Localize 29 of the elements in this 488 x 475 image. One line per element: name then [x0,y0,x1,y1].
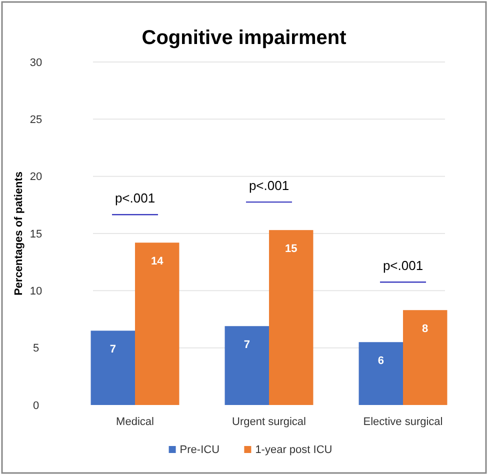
data-label: 14 [150,256,164,268]
data-label: 7 [244,339,250,352]
y-tick-label: 5 [32,342,40,355]
bar [135,242,180,405]
chart-title: Cognitive impairment [142,27,347,49]
annotation: p<.001 [382,258,424,274]
y-tick-label: 15 [30,228,42,240]
y-tick-label: 10 [30,286,42,298]
x-tick-label: Elective surgical [363,416,443,428]
y-tick-label: 20 [30,171,42,184]
y-axis-title: Percentages of patients [13,171,25,296]
x-tick-label: Medical [116,416,154,428]
bar [90,330,135,405]
bar [403,310,448,405]
legend-label: 1-year post ICU [255,444,332,456]
bar [224,326,269,405]
legend-label: Pre-ICU [180,444,220,456]
y-tick-label: 25 [30,114,42,126]
data-label: 7 [110,344,116,356]
data-label: 6 [378,355,384,368]
data-label: 15 [284,243,298,256]
y-tick-label: 30 [30,56,42,69]
bar [269,230,314,405]
bar [358,342,403,405]
data-label: 8 [422,323,428,336]
x-tick-label: Urgent surgical [232,416,306,428]
annotation: p<.001 [114,190,156,206]
y-tick-label: 0 [32,400,40,412]
annotation: p<.001 [248,178,290,194]
